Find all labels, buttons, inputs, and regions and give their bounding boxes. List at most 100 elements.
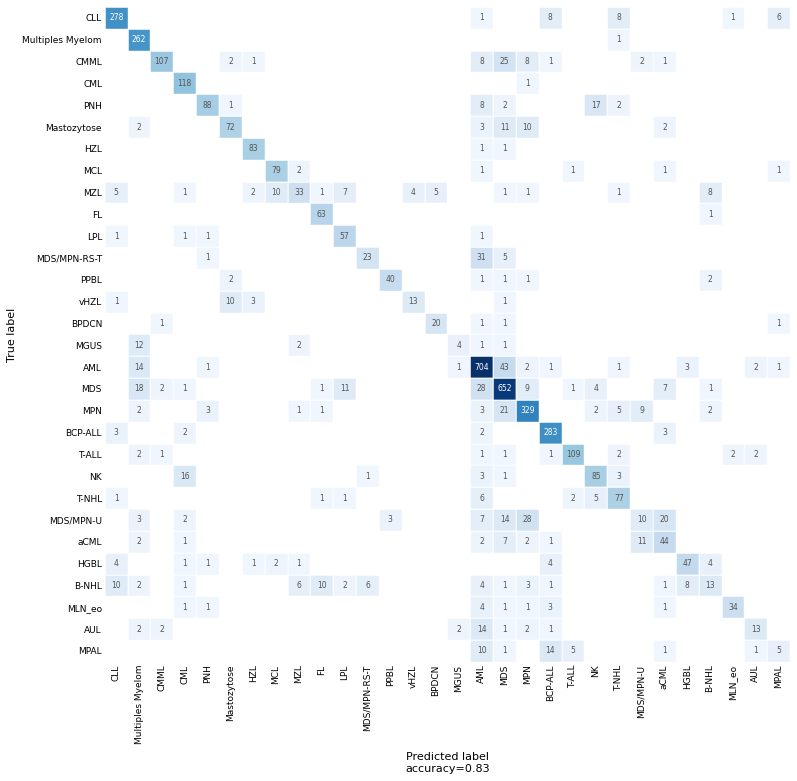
Text: 14: 14 bbox=[134, 362, 143, 372]
Bar bbox=[104, 7, 128, 29]
Bar bbox=[493, 575, 516, 597]
Text: 57: 57 bbox=[340, 232, 350, 241]
Text: 47: 47 bbox=[682, 559, 692, 568]
Bar bbox=[539, 597, 562, 619]
Bar bbox=[128, 116, 151, 138]
Text: 1: 1 bbox=[776, 319, 781, 328]
Text: 2: 2 bbox=[479, 428, 484, 437]
Text: 2: 2 bbox=[525, 537, 530, 546]
Text: 1: 1 bbox=[183, 559, 187, 568]
Bar bbox=[173, 465, 196, 487]
Bar bbox=[333, 225, 356, 247]
Bar bbox=[584, 378, 607, 400]
Text: 4: 4 bbox=[457, 341, 461, 350]
Bar bbox=[721, 597, 744, 619]
Bar bbox=[128, 619, 151, 640]
Bar bbox=[516, 531, 539, 553]
Text: 107: 107 bbox=[155, 57, 169, 66]
Bar bbox=[173, 553, 196, 575]
Text: 14: 14 bbox=[477, 625, 486, 633]
Text: 1: 1 bbox=[731, 13, 736, 23]
Text: 1: 1 bbox=[205, 603, 210, 612]
Bar bbox=[151, 378, 173, 400]
Bar bbox=[219, 51, 241, 73]
Bar bbox=[653, 509, 676, 531]
Text: 1: 1 bbox=[662, 166, 667, 175]
Text: 2: 2 bbox=[525, 362, 530, 372]
Text: 8: 8 bbox=[479, 57, 484, 66]
Bar bbox=[173, 597, 196, 619]
Bar bbox=[539, 7, 562, 29]
Bar bbox=[173, 73, 196, 95]
Text: 2: 2 bbox=[228, 276, 233, 284]
Text: 28: 28 bbox=[523, 515, 532, 525]
Text: 25: 25 bbox=[500, 57, 509, 66]
Text: 14: 14 bbox=[545, 647, 555, 655]
Text: 1: 1 bbox=[525, 79, 530, 87]
Text: 1: 1 bbox=[342, 494, 347, 503]
Bar bbox=[607, 7, 630, 29]
Bar bbox=[310, 378, 333, 400]
Bar bbox=[539, 444, 562, 465]
Bar bbox=[104, 487, 128, 509]
Text: 3: 3 bbox=[479, 472, 484, 481]
Bar bbox=[699, 182, 721, 203]
Text: 1: 1 bbox=[502, 188, 507, 197]
Text: 2: 2 bbox=[479, 537, 484, 546]
Text: 2: 2 bbox=[136, 123, 141, 131]
Text: 2: 2 bbox=[457, 625, 461, 633]
Text: 329: 329 bbox=[520, 406, 535, 415]
Text: 1: 1 bbox=[502, 341, 507, 350]
Text: 3: 3 bbox=[479, 123, 484, 131]
Text: 2: 2 bbox=[136, 406, 141, 415]
Bar bbox=[493, 531, 516, 553]
Bar bbox=[402, 182, 425, 203]
Bar bbox=[219, 95, 241, 116]
Bar bbox=[607, 356, 630, 378]
Bar bbox=[493, 356, 516, 378]
Bar bbox=[493, 116, 516, 138]
Bar bbox=[516, 575, 539, 597]
Bar bbox=[265, 553, 288, 575]
Text: 1: 1 bbox=[708, 384, 713, 394]
Bar bbox=[539, 531, 562, 553]
Text: 1: 1 bbox=[320, 188, 324, 197]
Text: 1: 1 bbox=[159, 450, 164, 459]
Bar bbox=[470, 7, 493, 29]
Bar bbox=[653, 597, 676, 619]
Text: 2: 2 bbox=[136, 581, 141, 590]
Bar bbox=[493, 51, 516, 73]
Text: 1: 1 bbox=[753, 647, 758, 655]
Bar bbox=[219, 269, 241, 291]
Text: 1: 1 bbox=[479, 450, 484, 459]
Text: 1: 1 bbox=[251, 559, 256, 568]
Text: 4: 4 bbox=[479, 581, 484, 590]
Bar bbox=[265, 182, 288, 203]
Bar bbox=[288, 182, 310, 203]
Text: 77: 77 bbox=[614, 494, 623, 503]
Text: 1: 1 bbox=[365, 472, 370, 481]
Bar bbox=[562, 487, 584, 509]
Bar bbox=[768, 7, 790, 29]
Text: 7: 7 bbox=[479, 515, 484, 525]
Text: 2: 2 bbox=[753, 362, 758, 372]
Bar bbox=[699, 203, 721, 225]
Y-axis label: True label: True label bbox=[7, 307, 17, 362]
Bar bbox=[539, 575, 562, 597]
Text: 8: 8 bbox=[479, 101, 484, 109]
Text: 704: 704 bbox=[474, 362, 489, 372]
Bar bbox=[562, 378, 584, 400]
Bar bbox=[288, 400, 310, 422]
Bar bbox=[173, 531, 196, 553]
Bar bbox=[584, 400, 607, 422]
Text: 85: 85 bbox=[591, 472, 601, 481]
Text: 1: 1 bbox=[548, 537, 552, 546]
Text: 16: 16 bbox=[180, 472, 190, 481]
Bar bbox=[653, 640, 676, 662]
Text: 1: 1 bbox=[159, 319, 164, 328]
Bar bbox=[128, 400, 151, 422]
Bar bbox=[653, 378, 676, 400]
Bar bbox=[470, 160, 493, 182]
Text: 1: 1 bbox=[205, 559, 210, 568]
Bar bbox=[104, 575, 128, 597]
